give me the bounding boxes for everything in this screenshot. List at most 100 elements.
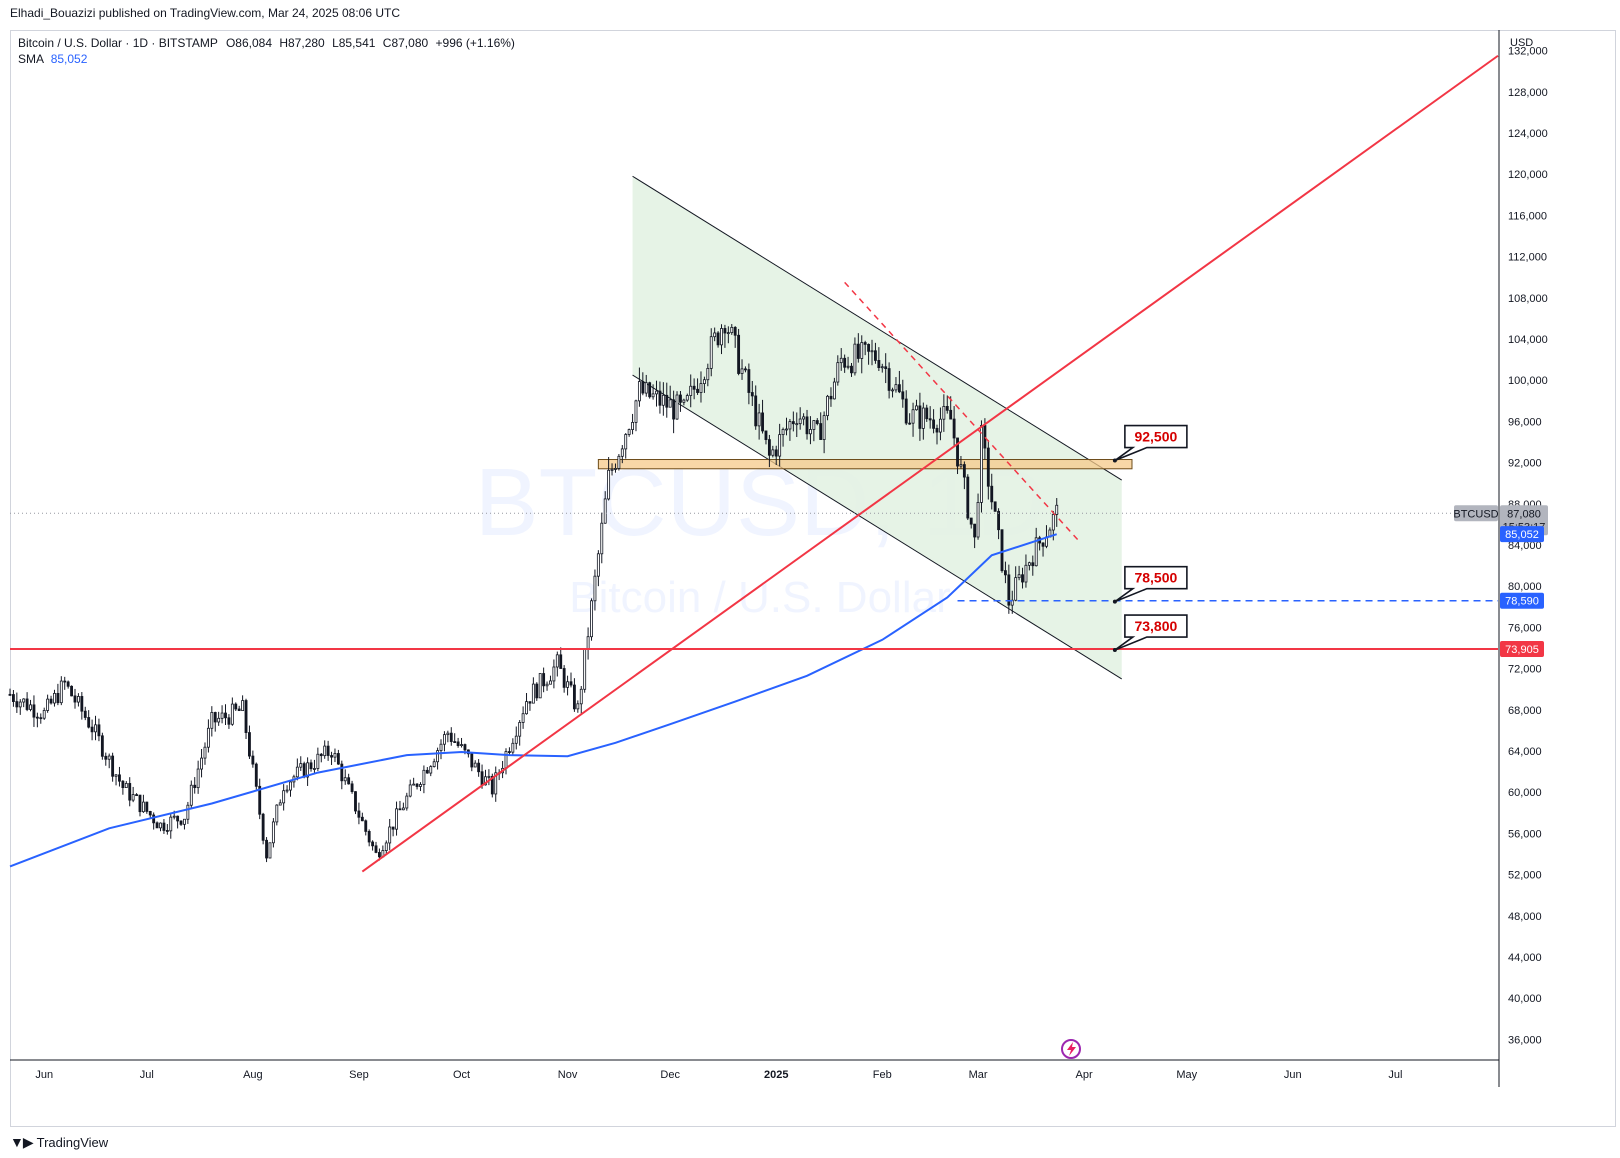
candle-body xyxy=(439,743,443,752)
ohlc-row: Bitcoin / U.S. Dollar · 1D · BITSTAMP O8… xyxy=(18,35,515,51)
candle-body xyxy=(244,700,248,733)
candle-body xyxy=(815,420,819,424)
candle-body xyxy=(586,636,590,649)
candle-body xyxy=(302,763,306,778)
candle-body xyxy=(973,523,977,538)
svg-text:78,590: 78,590 xyxy=(1505,596,1539,608)
candle-body xyxy=(35,716,39,719)
svg-text:73,905: 73,905 xyxy=(1505,644,1539,656)
candle-body xyxy=(542,673,546,687)
candle-body xyxy=(887,368,891,391)
candle-body xyxy=(367,831,371,843)
candle-body xyxy=(747,369,751,393)
candle-body xyxy=(278,802,282,806)
y-tick-label: 44,000 xyxy=(1508,952,1542,964)
candle-body xyxy=(100,735,104,757)
candle-body xyxy=(939,418,942,433)
candle-body xyxy=(258,785,262,815)
candle-body xyxy=(285,789,289,792)
candle-body xyxy=(562,668,566,688)
callout-anchor xyxy=(1112,458,1117,463)
callout-anchor xyxy=(1112,648,1117,653)
y-tick-label: 64,000 xyxy=(1508,746,1542,758)
candle-body xyxy=(945,406,949,411)
candle-body xyxy=(241,700,245,712)
candle-body xyxy=(128,783,132,801)
candle-body xyxy=(460,744,463,747)
candle-body xyxy=(271,821,275,844)
candle-body xyxy=(316,753,320,769)
candle-body xyxy=(761,412,764,432)
candle-body xyxy=(620,448,624,457)
blue-line-price-tag: 78,590 xyxy=(1500,592,1544,609)
candle-body xyxy=(980,425,983,503)
candle-body xyxy=(894,384,898,391)
candle-body xyxy=(429,766,433,774)
candle-body xyxy=(555,654,559,668)
candle-body xyxy=(583,648,587,690)
candle-body xyxy=(388,826,392,844)
footer-brand[interactable]: ▼▶ TradingView xyxy=(10,1134,108,1151)
candle-body xyxy=(648,382,652,398)
candle-body xyxy=(405,795,409,809)
candle-body xyxy=(545,683,549,687)
candle-body xyxy=(309,762,313,770)
candle-body xyxy=(87,717,91,728)
candle-body xyxy=(217,717,221,723)
candle-body xyxy=(798,418,802,425)
candle-body xyxy=(802,416,806,420)
candle-body xyxy=(432,761,436,767)
x-tick-label: Jun xyxy=(1284,1069,1302,1081)
candle-body xyxy=(713,332,717,338)
symbol-price-tag: BTCUSD xyxy=(1453,505,1499,522)
y-tick-label: 76,000 xyxy=(1508,622,1542,634)
candle-body xyxy=(169,816,173,832)
candle-body xyxy=(453,741,457,743)
candle-body xyxy=(976,502,980,538)
svg-text:87,080: 87,080 xyxy=(1507,508,1541,520)
candle-body xyxy=(614,468,617,470)
candle-body xyxy=(685,395,689,401)
candle-body xyxy=(49,698,53,704)
candle-body xyxy=(706,367,710,381)
candle-body xyxy=(1014,577,1018,601)
candle-body xyxy=(514,735,518,744)
callouts-group: 92,500 78,500 73,800 xyxy=(1112,424,1188,653)
candle-body xyxy=(826,395,829,417)
candle-body xyxy=(682,399,686,403)
candle-body xyxy=(1024,564,1028,583)
candle-body xyxy=(617,455,621,469)
sma-row[interactable]: SMA 85,052 xyxy=(18,51,515,67)
y-tick-label: 52,000 xyxy=(1508,870,1542,882)
candle-body xyxy=(53,692,56,704)
symbol-description[interactable]: Bitcoin / U.S. Dollar · 1D · BITSTAMP xyxy=(18,36,218,50)
y-tick-label: 36,000 xyxy=(1508,1034,1542,1046)
candle-body xyxy=(672,399,676,420)
candle-body xyxy=(932,419,936,429)
candle-body xyxy=(593,575,597,602)
candle-body xyxy=(764,430,768,441)
x-tick-label: Jul xyxy=(140,1069,154,1081)
callout-label: 92,500 xyxy=(1134,429,1177,445)
candle-body xyxy=(196,768,200,789)
candle-body xyxy=(702,379,706,384)
candle-body xyxy=(213,712,217,723)
lightning-icon[interactable] xyxy=(1061,1039,1081,1059)
candle-body xyxy=(80,696,84,712)
candle-body xyxy=(487,775,491,778)
candle-body xyxy=(32,704,36,718)
candle-body xyxy=(928,418,932,421)
candle-body xyxy=(822,415,826,440)
y-tick-label: 120,000 xyxy=(1508,169,1548,181)
channel-upper-line xyxy=(632,175,1122,481)
candles-group xyxy=(8,324,1059,863)
candle-body xyxy=(104,755,108,760)
currency-label[interactable]: USD xyxy=(1510,37,1533,49)
candle-body xyxy=(665,394,669,408)
price-axis[interactable]: 132,000 128,000 124,000 120,000 116,000 112,0… xyxy=(1498,30,1548,1087)
candle-body xyxy=(227,717,231,725)
candle-body xyxy=(152,814,156,824)
candle-body xyxy=(610,468,614,471)
time-axis[interactable]: Jun Jul Aug Sep Oct Nov Dec 2025 Feb Mar Apr May Jun… xyxy=(10,1059,1499,1081)
